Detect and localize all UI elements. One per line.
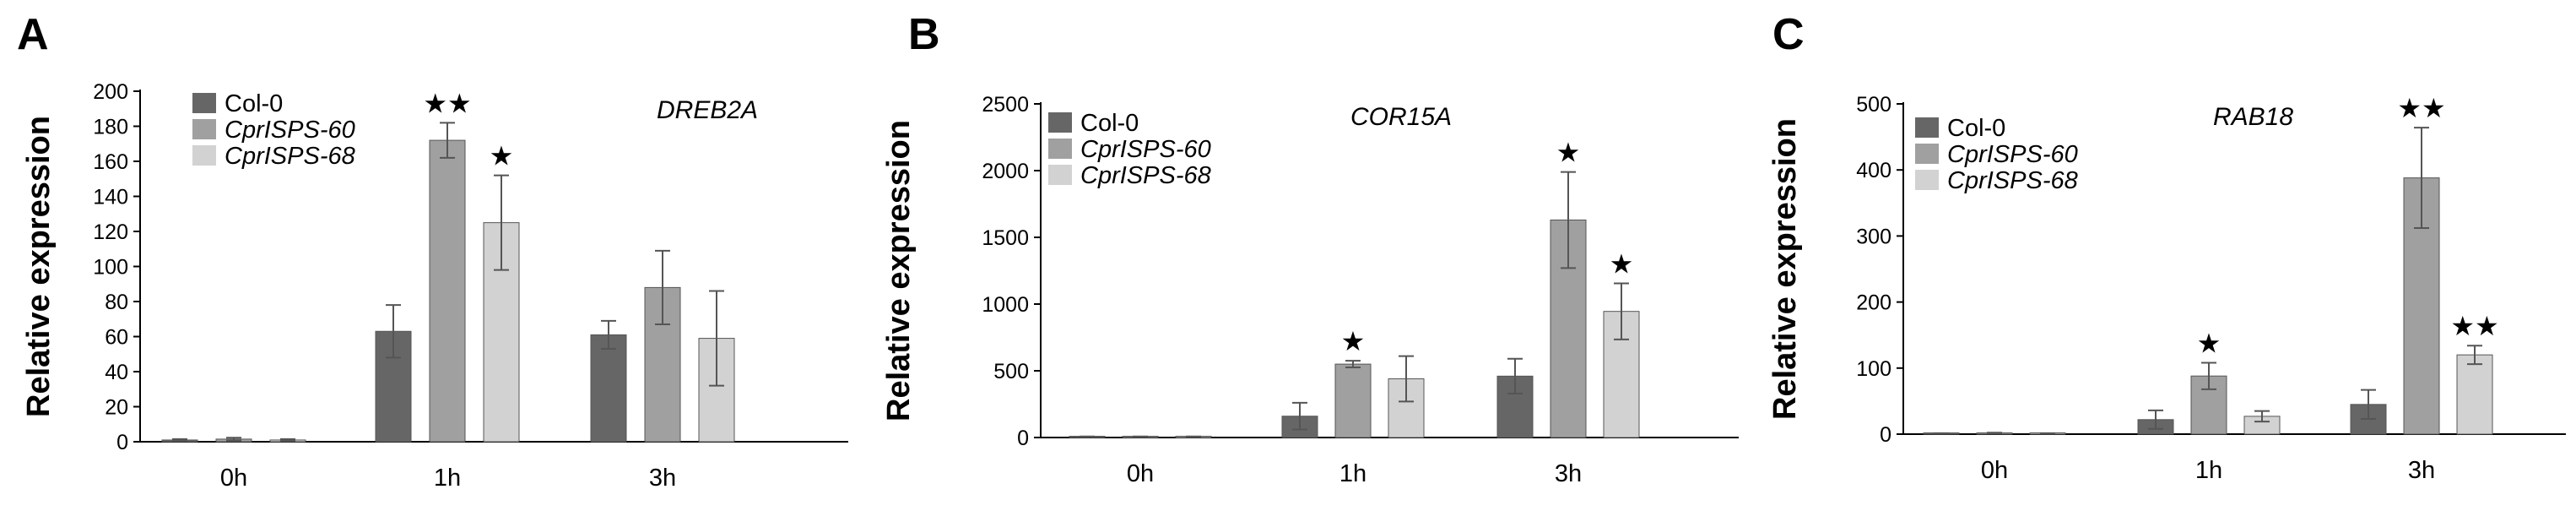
significance-star: ★ bbox=[1610, 249, 1634, 280]
significance-star: ★ bbox=[490, 141, 514, 171]
legend-label: CprISPS-68 bbox=[225, 143, 355, 170]
panel-letter: C bbox=[1772, 10, 1805, 59]
y-tick-label: 180 bbox=[93, 116, 128, 139]
chart-panel-b: B Relative expression 0 500 1000 1500 2000 2500… bbox=[881, 10, 1739, 487]
legend-label: CprISPS-68 bbox=[1947, 167, 2078, 194]
legend-swatch bbox=[1048, 165, 1072, 185]
y-tick-label: 100 bbox=[93, 256, 128, 280]
y-tick-label: 140 bbox=[93, 186, 128, 209]
legend-swatch bbox=[192, 93, 216, 113]
panel-letter: A bbox=[17, 10, 49, 59]
x-category-label: 0h bbox=[1127, 460, 1154, 487]
legend-swatch bbox=[1048, 112, 1072, 133]
significance-star: ★★ bbox=[2397, 93, 2445, 123]
legend-swatch bbox=[192, 145, 216, 166]
legend-swatch bbox=[1915, 170, 1939, 190]
y-tick-label: 300 bbox=[1856, 225, 1891, 248]
y-tick-label: 60 bbox=[105, 326, 128, 350]
legend-label: CprISPS-60 bbox=[225, 117, 355, 144]
gene-annotation: COR15A bbox=[1350, 103, 1452, 131]
chart-panel-c: C Relative expression 0 100 200 300 400 500 0h 1h… bbox=[1767, 10, 2566, 484]
gene-annotation: DREB2A bbox=[657, 96, 758, 124]
x-category-label: 3h bbox=[649, 465, 676, 492]
y-tick-label: 1000 bbox=[982, 293, 1029, 317]
legend-label: Col-0 bbox=[225, 90, 283, 117]
y-tick-label: 20 bbox=[105, 396, 128, 420]
x-category-label: 0h bbox=[220, 465, 247, 492]
legend-label: CprISPS-60 bbox=[1947, 141, 2078, 168]
legend-label: CprISPS-60 bbox=[1080, 136, 1211, 163]
panel-letter: B bbox=[908, 10, 940, 59]
y-tick-label: 200 bbox=[93, 80, 128, 104]
legend-swatch bbox=[1048, 139, 1072, 159]
gene-annotation: RAB18 bbox=[2213, 103, 2293, 131]
x-category-label: 1h bbox=[1339, 460, 1366, 487]
y-tick-label: 40 bbox=[105, 361, 128, 384]
y-axis-label: Relative expression bbox=[21, 116, 57, 417]
y-tick-label: 500 bbox=[993, 360, 1029, 383]
y-tick-label: 100 bbox=[1856, 357, 1891, 381]
significance-star: ★ bbox=[1556, 138, 1581, 168]
chart-panel-a: A Relative expression 0 20 40 60 80 100 120 140 16… bbox=[17, 10, 848, 492]
bar bbox=[2456, 354, 2493, 435]
legend-label: Col-0 bbox=[1080, 110, 1139, 137]
bar bbox=[590, 334, 627, 443]
y-tick-label: 80 bbox=[105, 291, 128, 314]
y-tick-label: 500 bbox=[1856, 93, 1891, 117]
significance-star: ★★ bbox=[423, 88, 471, 118]
legend-swatch bbox=[1915, 144, 1939, 164]
y-axis-label: Relative expression bbox=[1767, 118, 1803, 420]
x-category-label: 1h bbox=[2195, 457, 2222, 484]
y-tick-label: 2500 bbox=[982, 93, 1029, 117]
y-tick-label: 120 bbox=[93, 220, 128, 244]
x-category-label: 3h bbox=[2408, 457, 2435, 484]
x-category-label: 1h bbox=[434, 465, 461, 492]
y-tick-label: 400 bbox=[1856, 159, 1891, 182]
y-tick-label: 160 bbox=[93, 150, 128, 174]
bar bbox=[429, 139, 466, 443]
x-category-label: 3h bbox=[1555, 460, 1582, 487]
y-tick-label: 1500 bbox=[982, 226, 1029, 250]
significance-star: ★ bbox=[1341, 326, 1366, 356]
significance-star: ★ bbox=[2197, 329, 2222, 359]
legend-swatch bbox=[192, 119, 216, 139]
legend-label: CprISPS-68 bbox=[1080, 162, 1211, 189]
y-tick-label: 0 bbox=[1880, 423, 1891, 447]
bar bbox=[1334, 363, 1372, 438]
legend-swatch bbox=[1915, 117, 1939, 138]
y-tick-label: 200 bbox=[1856, 291, 1891, 315]
y-tick-label: 0 bbox=[116, 431, 128, 454]
y-tick-label: 2000 bbox=[982, 160, 1029, 183]
y-axis-label: Relative expression bbox=[881, 120, 917, 421]
x-category-label: 0h bbox=[1981, 457, 2008, 484]
significance-star: ★★ bbox=[2450, 311, 2498, 341]
y-tick-label: 0 bbox=[1017, 427, 1029, 450]
legend-label: Col-0 bbox=[1947, 115, 2005, 142]
